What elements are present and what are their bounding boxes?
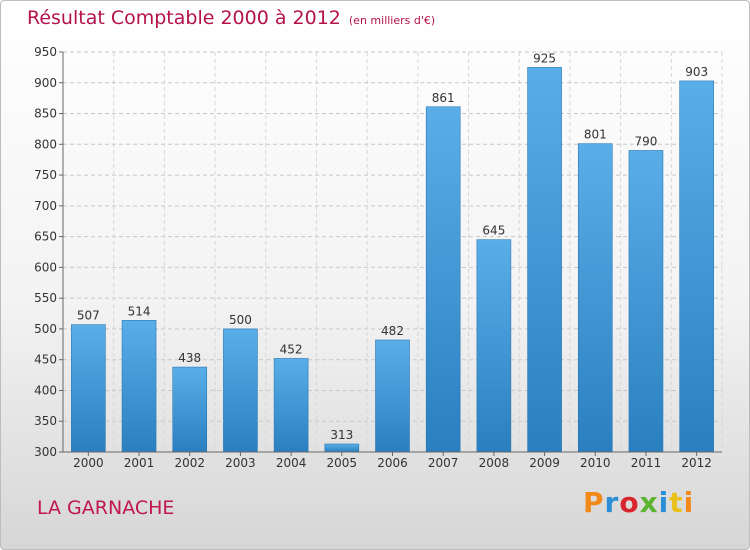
y-tick-label: 800 [34, 137, 57, 151]
y-tick-label: 450 [34, 353, 57, 367]
y-tick-label: 500 [34, 322, 57, 336]
logo-letter: t [669, 486, 684, 519]
y-tick-label: 300 [34, 445, 57, 459]
x-tick-label: 2002 [174, 456, 205, 470]
proxiti-logo[interactable]: Proxiti [583, 486, 694, 519]
bar-value-label: 438 [178, 351, 201, 365]
bar-value-label: 452 [280, 342, 303, 356]
bar-value-label: 645 [482, 224, 505, 238]
y-tick-label: 950 [34, 45, 57, 59]
chart-title: Résultat Comptable 2000 à 2012 (en millie… [27, 7, 435, 29]
bar-2007[interactable] [425, 106, 461, 453]
y-tick-label: 850 [34, 107, 57, 121]
bar-value-label: 313 [330, 428, 353, 442]
logo-letter: P [583, 486, 605, 519]
y-tick-label: 750 [34, 168, 57, 182]
labels: 300 350 400 450 500 550 600 650 700 750 800 850 900 9… [34, 45, 712, 470]
bar-2011[interactable] [628, 150, 664, 453]
x-tick-label: 2008 [479, 456, 510, 470]
bar-2012[interactable] [679, 80, 714, 453]
bar-2010[interactable] [577, 143, 613, 453]
bar-value-label: 514 [128, 304, 151, 318]
bar-value-label: 925 [533, 51, 556, 65]
commune-name: LA GARNACHE [37, 497, 175, 519]
y-tick-label: 600 [34, 260, 57, 274]
x-tick-label: 2010 [580, 456, 611, 470]
axes [59, 51, 722, 456]
bar-2000[interactable] [71, 324, 106, 453]
y-tick-label: 650 [34, 230, 57, 244]
x-tick-label: 2007 [428, 456, 459, 470]
bar-2003[interactable] [223, 328, 258, 453]
y-tick-label: 550 [34, 291, 57, 305]
bar-2009[interactable] [527, 67, 562, 453]
bar-value-label: 500 [229, 313, 252, 327]
x-tick-label: 2009 [529, 456, 560, 470]
bar-2004[interactable] [273, 358, 309, 453]
logo-letter: x [639, 486, 659, 519]
x-tick-label: 2003 [225, 456, 256, 470]
x-tick-label: 2006 [377, 456, 408, 470]
x-tick-label: 2011 [631, 456, 662, 470]
y-tick-label: 350 [34, 414, 57, 428]
bar-value-label: 482 [381, 324, 404, 338]
bar-value-label: 790 [635, 134, 658, 148]
y-tick-label: 700 [34, 199, 57, 213]
x-tick-label: 2001 [124, 456, 155, 470]
bar-2005[interactable] [324, 443, 360, 453]
logo-letter: i [683, 486, 695, 519]
y-tick-label: 900 [34, 76, 57, 90]
logo-letter: r [604, 486, 620, 519]
logo-letter: o [619, 486, 640, 519]
bar-value-label: 861 [432, 91, 455, 105]
bars [71, 67, 714, 453]
x-tick-label: 2005 [327, 456, 358, 470]
bar-value-label: 507 [77, 309, 100, 323]
bar-2008[interactable] [476, 239, 512, 453]
chart-title-text: Résultat Comptable 2000 à 2012 [27, 7, 341, 29]
bar-value-label: 801 [584, 128, 607, 142]
bar-2002[interactable] [172, 366, 208, 453]
x-tick-label: 2000 [73, 456, 104, 470]
bar-2001[interactable] [121, 320, 157, 453]
x-tick-label: 2012 [681, 456, 712, 470]
logo-letter: i [658, 486, 670, 519]
chart-subtitle: (en milliers d'€) [348, 14, 436, 27]
x-tick-label: 2004 [276, 456, 307, 470]
bar-2006[interactable] [375, 339, 410, 453]
bar-value-label: 903 [685, 65, 708, 79]
y-tick-label: 400 [34, 383, 57, 397]
